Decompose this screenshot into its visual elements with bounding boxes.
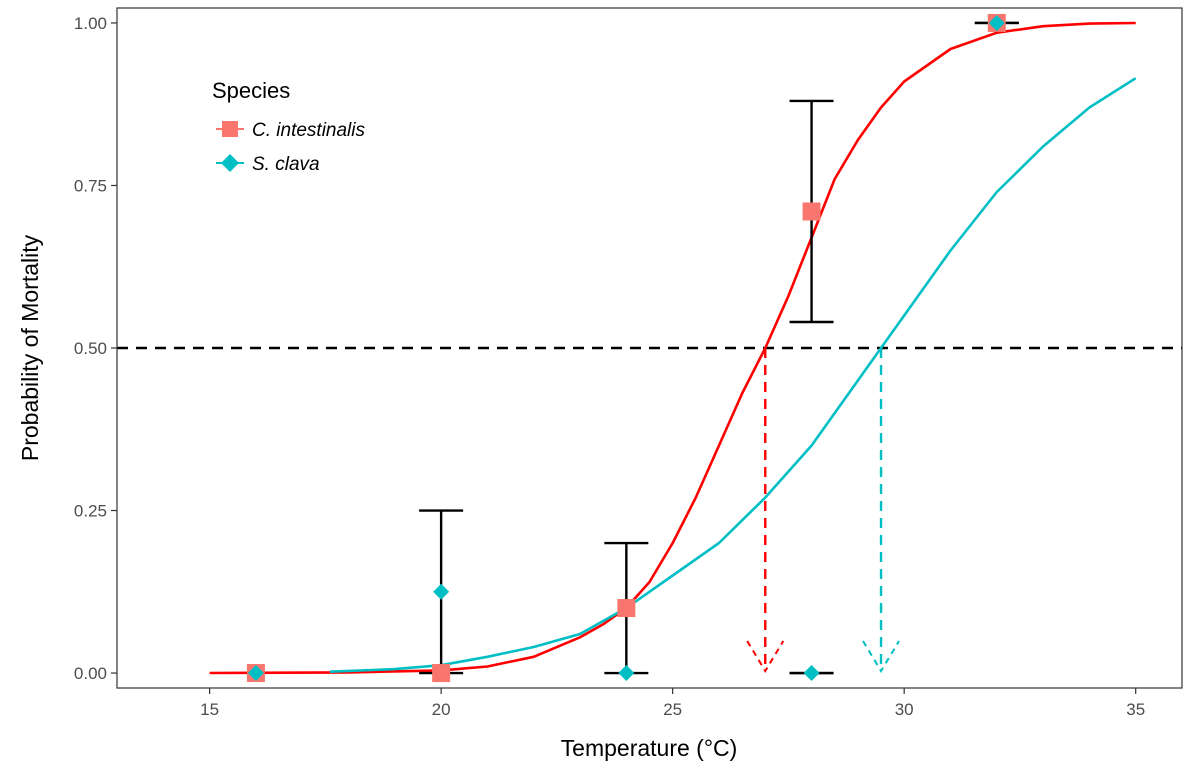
y-tick-label: 1.00 <box>74 14 107 33</box>
y-axis-title: Probability of Mortality <box>17 234 43 461</box>
legend-square-icon <box>222 121 238 137</box>
data-point-square <box>432 664 451 683</box>
legend-entry-s-clava: S. clava <box>216 154 320 175</box>
data-point-square <box>802 202 821 221</box>
point-layer <box>246 13 1006 683</box>
y-tick-label: 0.25 <box>74 502 107 521</box>
data-point-diamond <box>988 14 1005 31</box>
x-tick-label: 30 <box>895 700 914 719</box>
legend-title: Species <box>212 78 290 103</box>
data-point-diamond <box>433 583 450 600</box>
legend-entry-c-intestinalis: C. intestinalis <box>216 120 365 141</box>
data-point-diamond <box>247 665 264 682</box>
x-axis-title: Temperature (°C) <box>561 735 738 761</box>
lt50-arrow-head-0 <box>746 640 785 673</box>
series-curve-1 <box>329 77 1137 673</box>
x-tick-label: 25 <box>663 700 682 719</box>
y-tick-label: 0.75 <box>74 176 107 195</box>
data-point-square <box>617 599 636 618</box>
series-curve-0 <box>209 21 1136 675</box>
legend-diamond-icon <box>221 154 239 172</box>
x-tick-label: 20 <box>432 700 451 719</box>
data-point-diamond <box>618 665 635 682</box>
legend-label: S. clava <box>252 154 320 175</box>
legend: Species C. intestinalis S. clava <box>212 78 365 175</box>
lt50-arrow-head-1 <box>862 640 900 673</box>
y-tick-label: 0.00 <box>74 664 107 683</box>
x-tick-label: 15 <box>200 700 219 719</box>
curve-layer <box>209 21 1137 675</box>
data-point-diamond <box>803 665 820 682</box>
legend-label: C. intestinalis <box>252 120 365 141</box>
axis-layer: 15 20 25 30 35 0.00 0.25 0.50 0.75 1.00 <box>74 14 1145 719</box>
y-tick-label: 0.50 <box>74 339 107 358</box>
x-tick-label: 35 <box>1126 700 1145 719</box>
